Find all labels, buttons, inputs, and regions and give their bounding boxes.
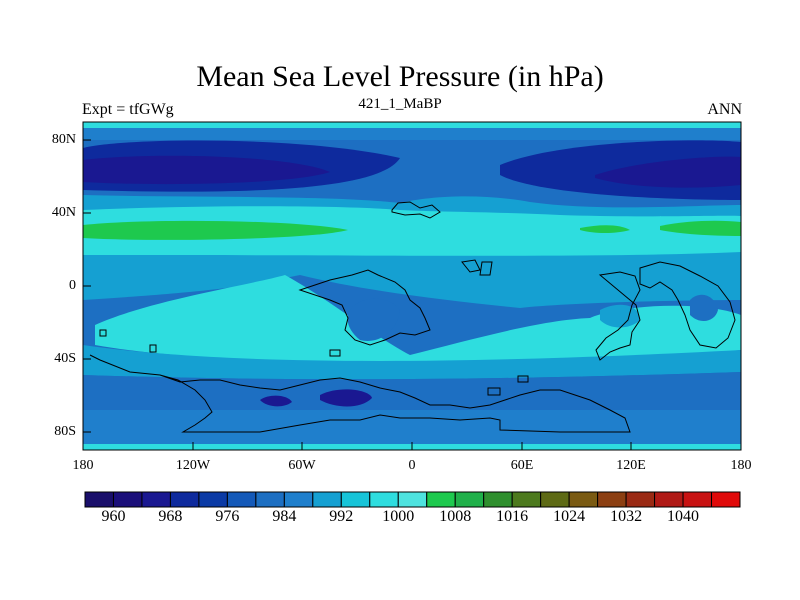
colorbar-swatch — [369, 491, 399, 508]
xtick-label: 120W — [175, 458, 211, 473]
ytick-label: 80N — [51, 132, 76, 147]
colorbar-label: 984 — [272, 508, 297, 525]
subpolar-low-core-atlantic — [83, 155, 330, 185]
tropical-band — [83, 262, 741, 308]
deep-low-south-atlantic — [320, 389, 372, 407]
deep-low-south-america — [260, 395, 292, 407]
colorbar-label: 1040 — [667, 508, 700, 525]
xtick-label: 180 — [730, 458, 752, 473]
xtick-label: 60W — [288, 458, 316, 473]
continental-low-east — [690, 294, 718, 322]
colorbar-label: 976 — [215, 508, 240, 525]
colorbar-swatch — [597, 491, 627, 508]
colorbar-swatch — [226, 491, 257, 508]
colorbar-swatch — [283, 491, 314, 508]
subtropical-high-asia — [580, 225, 630, 233]
southern-subtropical-band — [95, 275, 741, 362]
colorbar-swatch — [141, 491, 171, 508]
colorbar-label: 992 — [329, 508, 354, 525]
tropical-pacific-patch — [600, 304, 640, 328]
xtick-label: 180 — [72, 458, 94, 473]
colorbar-swatch — [711, 491, 741, 508]
continental-low-west — [347, 298, 400, 341]
colorbar-swatch — [169, 491, 200, 508]
antarctic-band — [83, 410, 741, 444]
colorbar-swatch — [568, 491, 599, 508]
contour-field — [83, 122, 741, 450]
colorbar-swatch — [312, 491, 342, 508]
colorbar-swatch — [511, 491, 542, 508]
colorbar-swatch — [397, 491, 428, 508]
colorbar-swatch — [625, 491, 656, 508]
run-label: 421_1_MaBP — [358, 96, 442, 112]
subtropical-high-north-atlantic — [83, 220, 348, 240]
colorbar-swatch — [540, 491, 570, 508]
colorbar-swatch — [84, 491, 114, 508]
ytick-label: 0 — [69, 278, 76, 293]
axis-ticks — [82, 139, 742, 450]
coastlines — [89, 201, 736, 433]
colorbar-label: 1032 — [610, 508, 643, 525]
xtick-label: 60E — [510, 458, 534, 473]
colorbar-swatch — [483, 491, 513, 508]
colorbar-label: 1016 — [496, 508, 529, 525]
north-pole-cap — [83, 122, 741, 128]
colorbar-swatch — [340, 491, 371, 508]
season-label: ANN — [707, 101, 742, 118]
ytick-label: 80S — [54, 424, 76, 439]
southern-transition-band — [83, 345, 741, 380]
colorbar-label: 968 — [158, 508, 183, 525]
ytick-label: 40S — [54, 351, 76, 366]
subtropical-ridge — [83, 206, 741, 256]
colorbar — [84, 491, 741, 508]
colorbar-swatch — [654, 491, 684, 508]
ytick-label: 40N — [51, 205, 76, 220]
colorbar-label: 1000 — [382, 508, 415, 525]
subpolar-low-core-pacific — [595, 156, 741, 188]
colorbar-label: 1008 — [439, 508, 472, 525]
colorbar-label: 1024 — [553, 508, 586, 525]
experiment-label: Expt = tfGWg — [82, 101, 174, 118]
colorbar-swatch — [682, 491, 713, 508]
colorbar-swatch — [198, 491, 228, 508]
colorbar-swatch — [112, 491, 143, 508]
north-polar-band — [83, 128, 741, 140]
colorbar-label: 960 — [101, 508, 126, 525]
xtick-label: 120E — [616, 458, 646, 473]
colorbar-swatch — [426, 491, 456, 508]
chart-title: Mean Sea Level Pressure (in hPa) — [196, 60, 604, 93]
subtropical-high-north-pacific — [660, 220, 741, 236]
xtick-label: 0 — [408, 458, 416, 473]
colorbar-swatch — [454, 491, 485, 508]
colorbar-swatch — [255, 491, 285, 508]
